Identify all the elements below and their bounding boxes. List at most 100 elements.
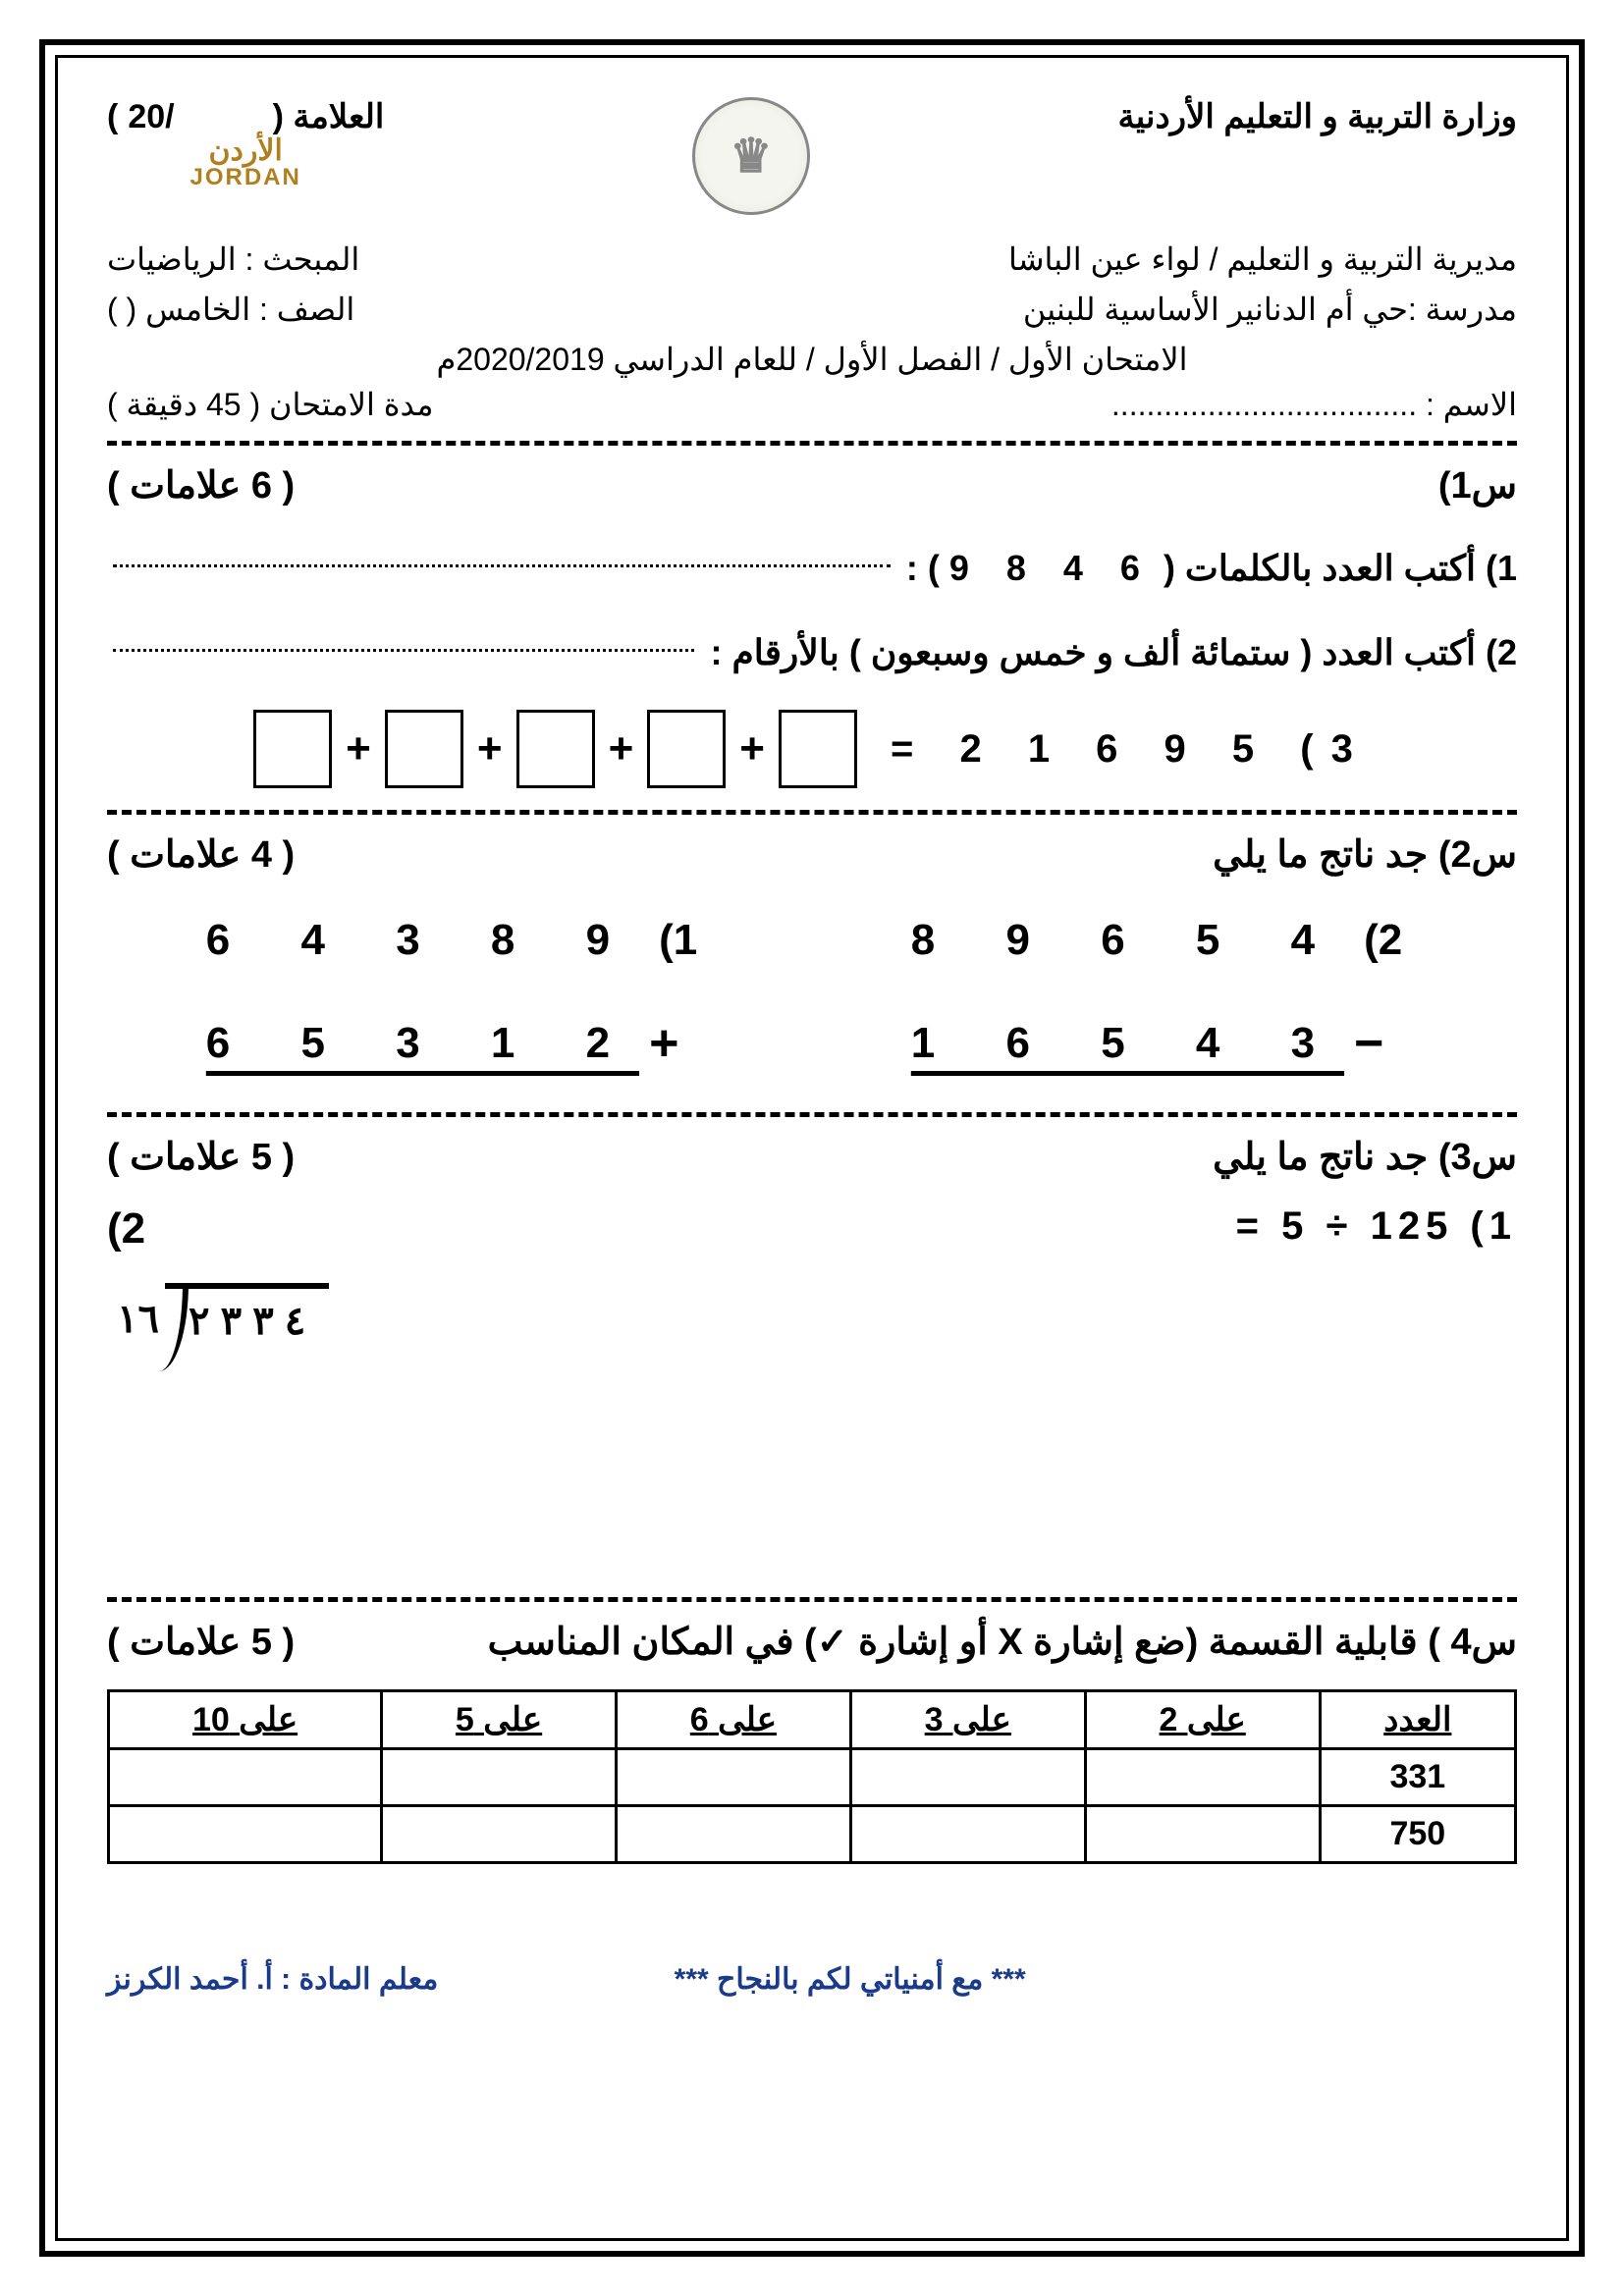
footer-spacer [1262,1962,1517,1997]
q3-item2-label: (2 [107,1204,145,1253]
school: مدرسة :حي أم الدنانير الأساسية للبنين [1008,285,1517,335]
row2-div5[interactable] [382,1806,617,1863]
q3-header: س3) جد ناتج ما يلي ( 5 علامات ) [107,1135,1517,1179]
q2-p1-bottom-row: 6 5 3 1 2 + [206,1014,713,1073]
long-division: ١٦ ٤ ٣ ٣ ٢ [107,1283,329,1344]
col-div5: على 5 [382,1691,617,1749]
exam-title: الامتحان الأول / الفصل الأول / للعام الد… [107,341,1517,378]
q2-p1-label: (1 [659,916,697,965]
subject-col: المبحث : الرياضيات الصف : الخامس ( ) [107,235,359,335]
plus-icon: + [477,706,503,792]
footer-wish: *** مع أمنياتي لكم بالنجاح *** [438,1962,1262,1997]
plus-icon: + [739,706,765,792]
row1-div2[interactable] [1085,1749,1320,1806]
col-div2: على 2 [1085,1691,1320,1749]
plus-op-icon: + [649,1014,678,1073]
plus-icon: + [346,706,371,792]
col-div3: على 3 [850,1691,1085,1749]
q1-item1-number: 9 8 4 6 [949,533,1154,604]
table-row: 750 [109,1806,1516,1863]
q4-marks: ( 5 علامات ) [107,1620,295,1664]
q4-title: س4 ) قابلية القسمة (ضع إشارة X أو إشارة … [488,1620,1517,1664]
digit-box-4[interactable] [647,710,726,788]
digit-box-3[interactable] [516,710,595,788]
ministry-block: وزارة التربية و التعليم الأردنية [1118,97,1517,136]
q1-item1: 1) أكتب العدد بالكلمات ( 9 8 4 6 ) : [107,533,1517,604]
q1-title: س1) [1438,463,1517,507]
subject: المبحث : الرياضيات [107,235,359,285]
school-col: مديرية التربية و التعليم / لواء عين البا… [1008,235,1517,335]
q1-body: 1) أكتب العدد بالكلمات ( 9 8 4 6 ) : 2) … [107,533,1517,792]
header-mid: مديرية التربية و التعليم / لواء عين البا… [107,235,1517,335]
row2-div3[interactable] [850,1806,1085,1863]
separator-1 [107,441,1517,446]
q2-title: س2) جد ناتج ما يلي [1213,832,1517,877]
table-row: 331 [109,1749,1516,1806]
row1-number: 331 [1320,1749,1515,1806]
q3-item1-text: = 5 ÷ 125 (1 [1236,1204,1517,1249]
digit-box-5[interactable] [779,710,857,788]
plus-icon: + [609,706,634,792]
ld-divisor: ١٦ [107,1283,159,1342]
q1-item3: + + + + = 2 1 6 9 5 (3 [107,706,1517,792]
q2-p2-bottom: 1 6 5 4 3 [911,1019,1344,1068]
q2-header: س2) جد ناتج ما يلي ( 4 علامات ) [107,832,1517,877]
class: الصف : الخامس ( ) [107,285,359,335]
q1-marks: ( 6 علامات ) [107,463,295,507]
q2-marks: ( 4 علامات ) [107,832,295,877]
grade-row: العلامة ( 20/ ) [107,97,384,136]
table-header-row: العدد على 2 على 3 على 6 على 5 على 10 [109,1691,1516,1749]
directorate: مديرية التربية و التعليم / لواء عين البا… [1008,235,1517,285]
emblem-block: ♛ [692,97,810,215]
row1-div3[interactable] [850,1749,1085,1806]
divisibility-table: العدد على 2 على 3 على 6 على 5 على 10 331… [107,1689,1517,1864]
grade-close: ) [107,98,118,136]
row1-div10[interactable] [109,1749,382,1806]
footer: *** مع أمنياتي لكم بالنجاح *** معلم الما… [107,1962,1517,1997]
q2-body: 6 4 3 8 9 (1 6 5 3 1 2 + 8 9 6 5 4 (2 1 … [107,916,1517,1073]
ld-bracket: ٤ ٣ ٣ ٢ [165,1283,329,1344]
jordan-logo-ar: الأردن [107,136,384,166]
q1-item2: 2) أكتب العدد ( ستمائة ألف و خمس وسبعون … [107,617,1517,688]
col-div10: على 10 [109,1691,382,1749]
q3-workspace[interactable] [107,1344,1517,1579]
row1-div5[interactable] [382,1749,617,1806]
q2-p2-bottom-row: 1 6 5 4 3 − [911,1014,1418,1073]
minus-op-icon: − [1354,1014,1383,1073]
q2-p1-top: 6 4 3 8 9 [206,916,639,965]
grade-label: العلامة ( [273,97,385,136]
q3-body: = 5 ÷ 125 (1 (2 ١٦ ٤ ٣ ٣ ٢ [107,1204,1517,1344]
separator-3 [107,1112,1517,1117]
grade-total: 20/ [128,98,174,136]
q3-title: س3) جد ناتج ما يلي [1213,1135,1517,1179]
separator-2 [107,810,1517,815]
row2-div6[interactable] [616,1806,850,1863]
footer-teacher: معلم المادة : أ. أحمد الكرنز [107,1962,438,1997]
name-label[interactable]: الاسم : ................................… [1111,386,1517,423]
separator-4 [107,1597,1517,1602]
q2-problem2: 8 9 6 5 4 (2 1 6 5 4 3 − [911,916,1418,1073]
grade-block: العلامة ( 20/ ) الأردن JORDAN [107,97,384,189]
name-row: الاسم : ................................… [107,386,1517,423]
jordan-logo-en: JORDAN [107,166,384,189]
row2-number: 750 [1320,1806,1515,1863]
col-number: العدد [1320,1691,1515,1749]
q1-item3-number: = 2 1 6 9 5 (3 [891,710,1371,788]
digit-box-2[interactable] [385,710,463,788]
row2-div10[interactable] [109,1806,382,1863]
q1-item1-after: ) : [906,533,940,604]
digit-box-1[interactable] [253,710,332,788]
national-emblem-icon: ♛ [692,97,810,215]
q2-problem1: 6 4 3 8 9 (1 6 5 3 1 2 + [206,916,713,1073]
q1-item1-blank[interactable] [113,561,891,567]
row1-div6[interactable] [616,1749,850,1806]
q4-header: س4 ) قابلية القسمة (ضع إشارة X أو إشارة … [107,1620,1517,1664]
q1-header: س1) ( 6 علامات ) [107,463,1517,507]
row2-div2[interactable] [1085,1806,1320,1863]
ministry-title: وزارة التربية و التعليم الأردنية [1118,97,1517,136]
q1-item2-text: 2) أكتب العدد ( ستمائة ألف و خمس وسبعون … [710,617,1517,688]
q2-p1-bottom: 6 5 3 1 2 [206,1019,639,1068]
jordan-logo: الأردن JORDAN [107,136,384,189]
q1-item2-blank[interactable] [113,646,694,652]
header-top: وزارة التربية و التعليم الأردنية ♛ العلا… [107,97,1517,215]
